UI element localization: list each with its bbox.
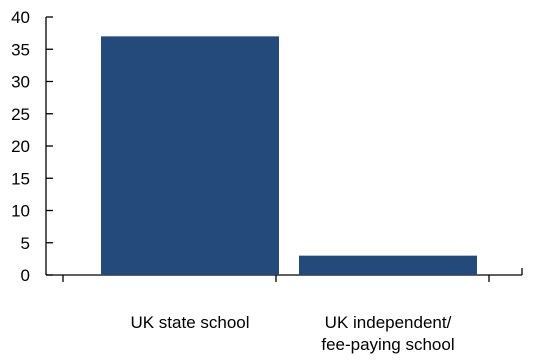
x-category-label: UK state school xyxy=(130,313,249,332)
y-tick-label: 10 xyxy=(11,202,30,221)
y-tick-label: 5 xyxy=(21,234,30,253)
labels: 0 5 10 15 20 25 30 35 40 UK state school UK indepe… xyxy=(11,8,455,354)
bar xyxy=(299,255,477,275)
y-tick-label: 35 xyxy=(11,40,30,59)
x-category-label: UK independent/ xyxy=(325,313,452,332)
y-tick-label: 15 xyxy=(11,169,30,188)
y-tick-label: 25 xyxy=(11,105,30,124)
x-category-label: fee-paying school xyxy=(321,335,454,354)
y-tick-label: 0 xyxy=(21,266,30,285)
bar xyxy=(101,36,279,275)
bars xyxy=(101,36,477,275)
y-tick-label: 30 xyxy=(11,73,30,92)
y-tick-label: 40 xyxy=(11,8,30,27)
y-tick-label: 20 xyxy=(11,137,30,156)
